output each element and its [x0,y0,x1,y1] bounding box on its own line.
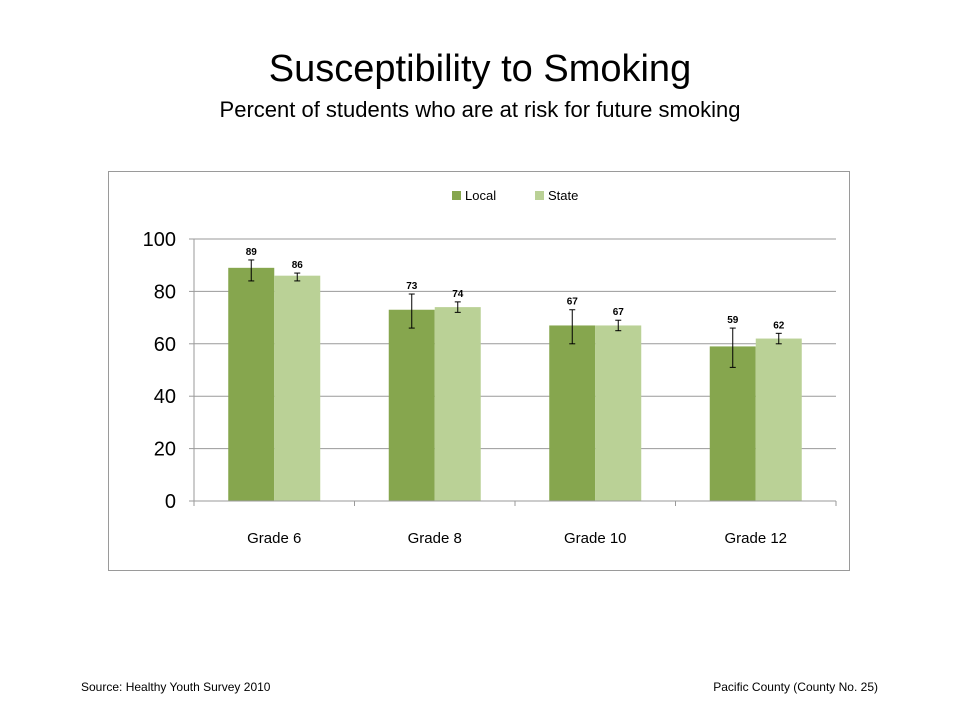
bar-local [228,267,275,501]
bar-local [709,346,756,501]
county-note: Pacific County (County No. 25) [713,680,878,694]
x-tick-label: Grade 6 [247,530,301,547]
legend-label-local: Local [465,188,496,203]
data-label: 86 [292,260,304,271]
page-title: Susceptibility to Smoking [268,48,692,90]
y-tick-label: 100 [143,229,176,251]
bar-local [549,325,596,501]
data-label: 62 [773,320,785,331]
bar-state [595,325,642,501]
page-subtitle: Percent of students who are at risk for … [219,97,741,122]
x-tick-label: Grade 8 [408,530,462,547]
y-tick-label: 0 [165,491,176,513]
legend-swatch-local [452,191,461,200]
y-tick-label: 20 [154,439,176,461]
data-label: 59 [727,315,739,326]
data-label: 67 [567,297,579,308]
bar-local [388,309,435,501]
y-tick-label: 40 [154,386,176,408]
bar-state [434,307,481,501]
data-label: 73 [406,281,418,292]
legend-label-state: State [548,188,578,203]
data-label: 67 [613,307,625,318]
y-tick-label: 60 [154,334,176,356]
bar-state [755,338,802,501]
data-label: 74 [452,289,464,300]
legend-swatch-state [535,191,544,200]
x-tick-label: Grade 10 [564,530,627,547]
x-tick-label: Grade 12 [724,530,787,547]
chart-frame [108,171,850,571]
source-note: Source: Healthy Youth Survey 2010 [81,680,271,694]
data-label: 89 [246,247,258,258]
bar-state [274,275,321,501]
y-tick-label: 80 [154,281,176,303]
